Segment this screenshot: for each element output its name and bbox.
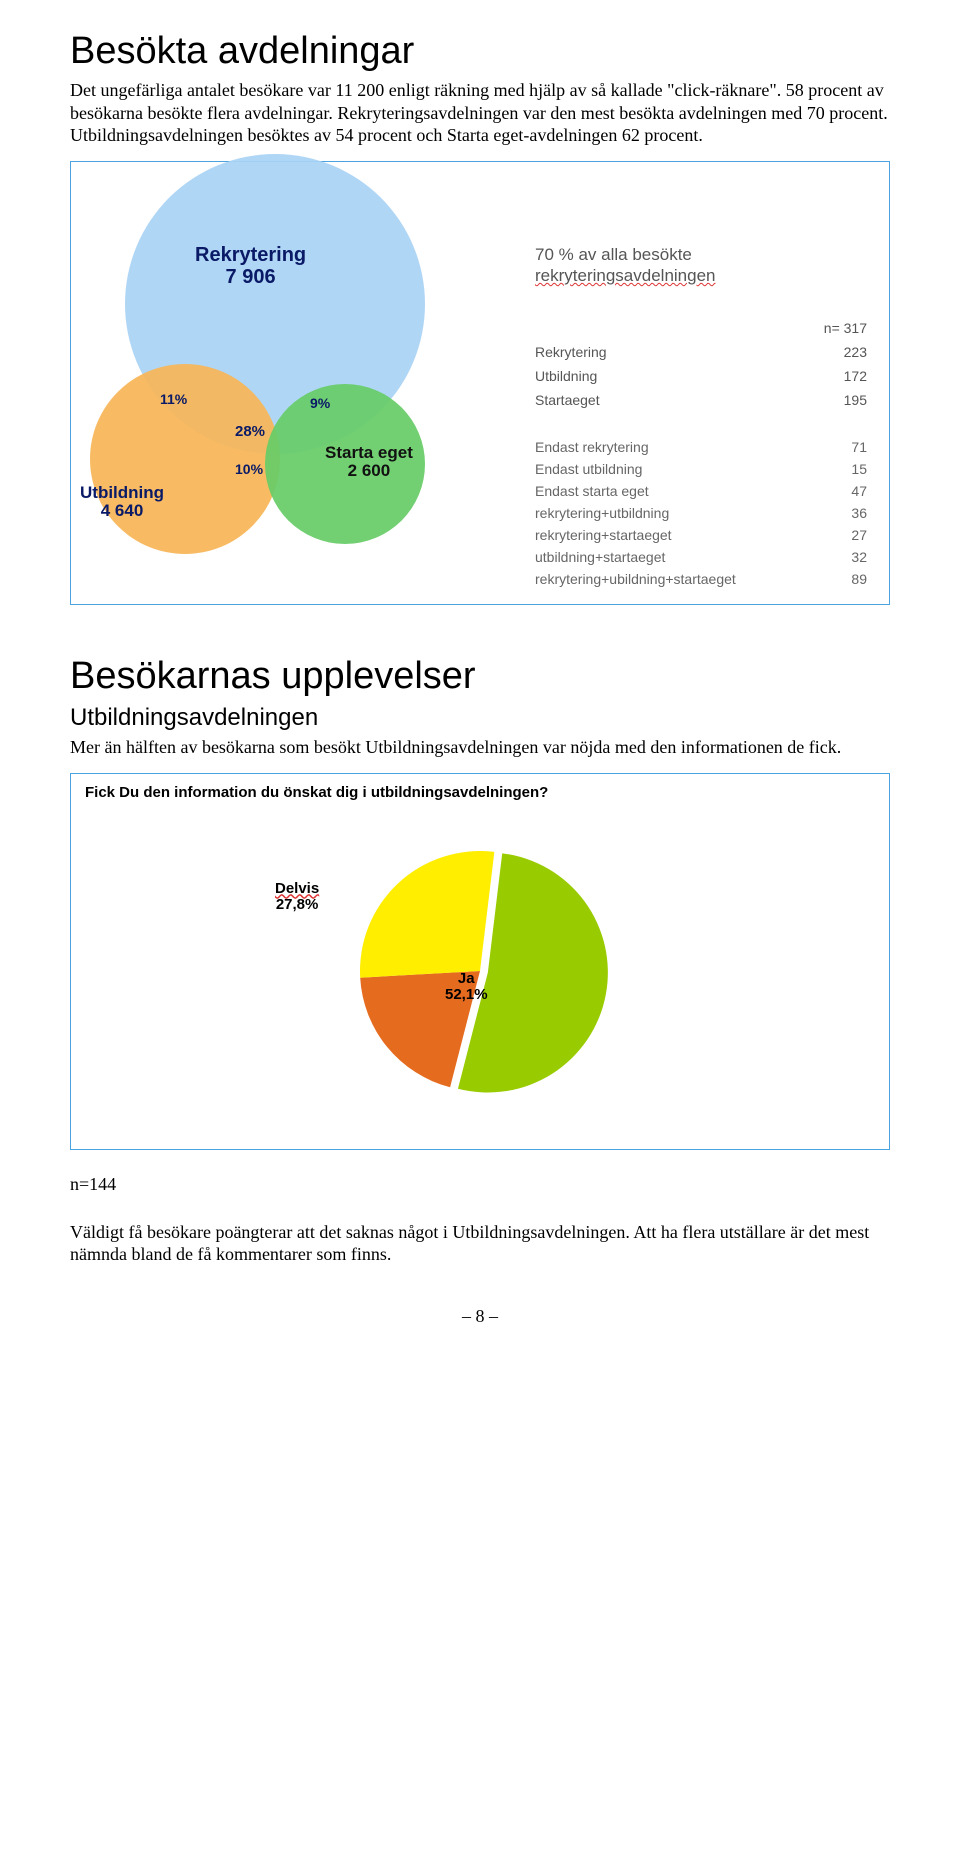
- venn-overlap-a: 11%: [160, 392, 187, 407]
- section-subtitle-2: Utbildningsavdelningen: [70, 704, 890, 732]
- table-row: Utbildning172: [535, 364, 875, 388]
- pie-chart: Ja52,1% Nej20,1% Delvis27,8%: [85, 811, 875, 1131]
- venn-side-panel: 70 % av alla besökte rekryteringsavdelni…: [535, 174, 875, 591]
- venn-value-utbildning: 4 640: [101, 501, 144, 520]
- footer-closing: Väldigt få besökare poängterar att det s…: [70, 1221, 890, 1266]
- section-title-1: Besökta avdelningar: [70, 30, 890, 73]
- venn-overlap-d: 10%: [235, 462, 263, 477]
- table-row: Startaeget195: [535, 388, 875, 412]
- venn-overlap-c: 9%: [310, 396, 330, 411]
- venn-overlap-b: 28%: [235, 424, 265, 441]
- pie-label-delvis: Delvis27,8%: [275, 881, 319, 914]
- venn-summary-table: n= 317 Rekrytering223 Utbildning172 Star…: [535, 316, 875, 412]
- table-row: Endast rekrytering71: [535, 436, 875, 458]
- table-row: rekrytering+ubildning+startaeget89: [535, 568, 875, 590]
- section-title-2: Besökarnas upplevelser: [70, 655, 890, 698]
- venn-label-rekrytering: Rekrytering: [195, 244, 306, 266]
- venn-detail-table: Endast rekrytering71 Endast utbildning15…: [535, 436, 875, 590]
- venn-note-line2: rekryteringsavdelningen: [535, 266, 716, 285]
- venn-label-utbildning: Utbildning: [80, 483, 164, 502]
- venn-side-note: 70 % av alla besökte rekryteringsavdelni…: [535, 244, 875, 287]
- table-row: rekrytering+startaeget27: [535, 524, 875, 546]
- pie-title: Fick Du den information du önskat dig i …: [85, 784, 875, 801]
- venn-figure: Rekrytering 7 906 Utbildning 4 640 Start…: [70, 161, 890, 606]
- venn-note-line1: 70 % av alla besökte: [535, 245, 692, 264]
- table-row: Endast utbildning15: [535, 458, 875, 480]
- pie-label-ja: Ja52,1%: [445, 971, 488, 1004]
- venn-summary-n: n= 317: [733, 316, 875, 340]
- section-paragraph-1: Det ungefärliga antalet besökare var 11 …: [70, 79, 890, 147]
- table-row: rekrytering+utbildning36: [535, 502, 875, 524]
- footer-n: n=144: [70, 1174, 890, 1195]
- venn-value-rekrytering: 7 906: [226, 266, 276, 288]
- pie-figure: Fick Du den information du önskat dig i …: [70, 773, 890, 1150]
- table-row: Endast starta eget47: [535, 480, 875, 502]
- venn-label-startaeget: Starta eget: [325, 443, 413, 462]
- venn-value-startaeget: 2 600: [348, 461, 391, 480]
- page-number: – 8 –: [70, 1306, 890, 1327]
- pie-slice: [360, 851, 494, 978]
- venn-diagram: Rekrytering 7 906 Utbildning 4 640 Start…: [85, 174, 515, 554]
- section-paragraph-2: Mer än hälften av besökarna som besökt U…: [70, 736, 890, 759]
- table-row: Rekrytering223: [535, 340, 875, 364]
- pie-label-nej: Nej20,1%: [290, 1051, 333, 1084]
- table-row: utbildning+startaeget32: [535, 546, 875, 568]
